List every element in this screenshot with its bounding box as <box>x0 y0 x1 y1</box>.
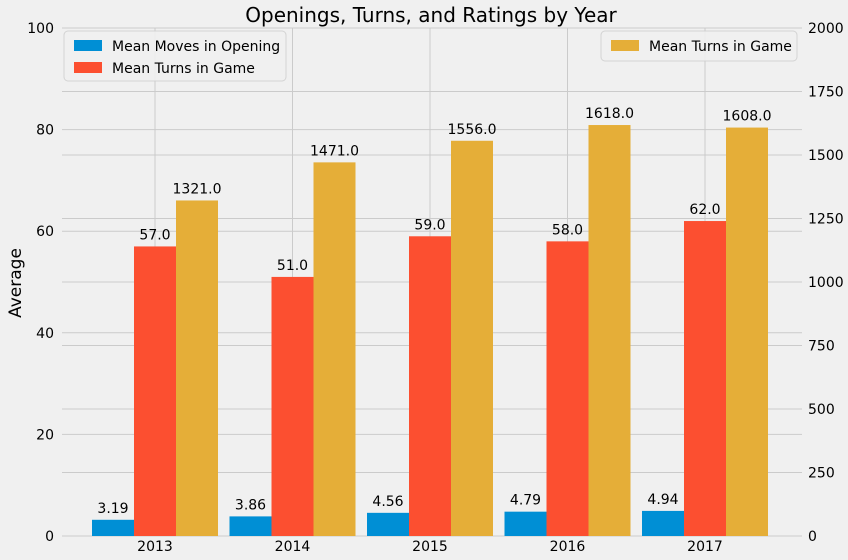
bar <box>313 162 356 536</box>
legend-swatch <box>74 62 102 73</box>
bar <box>367 512 409 536</box>
bar <box>229 516 272 536</box>
y-tick-label-right: 1750 <box>808 85 844 101</box>
bar <box>642 510 684 536</box>
data-label: 1618.0 <box>585 106 634 122</box>
data-label: 3.19 <box>97 501 128 517</box>
data-label: 1321.0 <box>173 181 222 197</box>
bar <box>451 140 493 536</box>
data-label: 51.0 <box>277 258 308 274</box>
x-tick-label: 2016 <box>550 539 586 555</box>
y-tick-label-left: 80 <box>36 123 54 139</box>
legend-swatch <box>611 40 639 51</box>
y-tick-label-right: 750 <box>808 339 835 355</box>
y-tick-label-left: 40 <box>36 326 54 342</box>
y-tick-label-right: 1250 <box>808 212 844 228</box>
y-tick-label-right: 0 <box>808 529 817 545</box>
legend-swatch <box>74 40 102 51</box>
legend-layer: Mean Moves in Opening Mean Turns in Game M… <box>63 30 798 82</box>
labels-layer: 3.19 3.86 4.56 4.79 4.94 57.0 51.0 59.0 58.0 62.0… <box>97 106 771 517</box>
data-label: 62.0 <box>689 202 720 218</box>
bar <box>684 221 726 537</box>
y-tick-label-right: 500 <box>808 402 835 418</box>
y-tick-label-right: 1500 <box>808 148 844 164</box>
bars-layer <box>92 125 768 537</box>
bar <box>92 519 134 536</box>
y-tick-label-right: 2000 <box>808 21 844 37</box>
bar <box>546 241 589 537</box>
x-tick-label: 2013 <box>137 539 173 555</box>
y-tick-label-right: 1000 <box>808 275 844 291</box>
data-label: 4.56 <box>372 494 403 510</box>
legend-label: Mean Turns in Game <box>649 39 792 55</box>
bar <box>409 236 451 536</box>
data-label: 4.79 <box>510 493 541 509</box>
y-axis-label: Average <box>6 248 26 318</box>
y-tick-label-left: 20 <box>36 427 54 443</box>
bar <box>176 200 218 536</box>
data-label: 58.0 <box>552 222 583 238</box>
bar <box>726 127 768 537</box>
x-tick-label: 2015 <box>412 539 448 555</box>
data-label: 1556.0 <box>448 122 497 138</box>
bar <box>504 511 547 536</box>
data-label: 59.0 <box>414 217 445 233</box>
chart-title: Openings, Turns, and Ratings by Year <box>245 3 617 27</box>
y-tick-label-right: 250 <box>808 466 835 482</box>
data-label: 4.94 <box>647 492 678 508</box>
bar <box>588 125 631 536</box>
data-label: 3.86 <box>235 497 266 513</box>
data-label: 1471.0 <box>310 143 359 159</box>
y-tick-label-left: 0 <box>45 529 54 545</box>
legend-box <box>63 30 287 82</box>
y-tick-label-left: 60 <box>36 224 54 240</box>
x-tick-label: 2014 <box>275 539 311 555</box>
legend-label: Mean Moves in Opening <box>112 39 280 55</box>
axis-layer: 0204060801000250500750100012501500175020… <box>27 21 843 555</box>
legend-label: Mean Turns in Game <box>112 61 255 77</box>
legend-box <box>600 30 798 62</box>
y-tick-label-left: 100 <box>27 21 54 37</box>
data-label: 57.0 <box>139 227 170 243</box>
x-tick-label: 2017 <box>687 539 723 555</box>
bar <box>134 246 176 536</box>
data-label: 1608.0 <box>723 109 772 125</box>
bar <box>271 276 314 536</box>
